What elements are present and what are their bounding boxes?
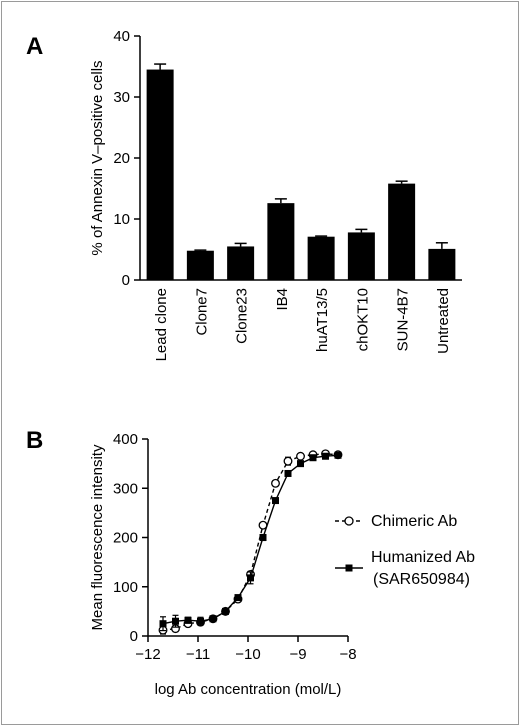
x-tick-label: SUN-4B7 <box>395 288 412 351</box>
bar <box>267 203 295 280</box>
data-point-chimeric <box>296 451 305 461</box>
data-point-humanized <box>259 534 267 541</box>
bar-chart-annexin: 0 10 20 30 40 % of Annexin V–positive cells Le… <box>89 28 462 361</box>
x-tick-label: −10 <box>235 646 260 663</box>
y-tick-label: 300 <box>113 480 138 497</box>
x-tick-label: chOKT10 <box>354 288 371 351</box>
line-chart-mfi: 0 100 200 300 400 −12 −11 −10 −9 −8 log Ab concent… <box>89 431 475 698</box>
y-tick-label: 200 <box>113 530 138 547</box>
y-tick-label: 20 <box>113 150 130 167</box>
x-tick-label: huAT13/5 <box>314 288 331 352</box>
legend-marker-chimeric <box>344 516 354 526</box>
data-point-humanized <box>322 452 329 460</box>
y-axis-title: Mean fluorescence intensity <box>89 444 106 630</box>
x-tick-label: −8 <box>339 646 356 663</box>
y-tick-label: 0 <box>122 272 130 289</box>
x-tick-label: Clone23 <box>234 288 251 344</box>
legend-label-humanized: Humanized Ab <box>371 549 475 566</box>
y-tick-label: 30 <box>113 89 130 106</box>
y-tick-label: 40 <box>113 28 130 45</box>
x-tick-label: −12 <box>135 646 160 663</box>
data-point-humanized <box>284 469 292 477</box>
panel-b-label: B <box>26 427 43 454</box>
humanized-curve <box>162 454 339 625</box>
data-point-humanized <box>272 497 279 505</box>
panel-a-label: A <box>26 33 43 60</box>
x-tick-label: Untreated <box>435 288 452 354</box>
x-axis-title: log Ab concentration (mol/L) <box>155 681 342 698</box>
bar <box>347 232 375 280</box>
data-point-humanized <box>209 615 217 623</box>
data-point-humanized <box>234 594 242 602</box>
data-point-humanized <box>184 616 192 624</box>
data-point-chimeric <box>271 478 280 488</box>
data-point-chimeric <box>283 456 293 466</box>
x-tick-label: Lead clone <box>153 288 170 361</box>
x-tick-label: −9 <box>289 646 306 663</box>
data-point-humanized <box>222 607 229 615</box>
y-tick-label: 400 <box>113 431 138 448</box>
bar <box>307 236 335 280</box>
chimeric-curve <box>162 453 339 631</box>
bar <box>227 246 255 280</box>
legend: Chimeric Ab Humanized Ab (SAR650984) <box>335 513 475 588</box>
data-point-humanized <box>159 620 167 628</box>
data-point-humanized <box>334 451 342 459</box>
bar <box>146 69 174 280</box>
data-point-humanized <box>297 460 304 468</box>
x-tick-label: Clone7 <box>193 288 210 336</box>
data-point-humanized <box>197 617 204 625</box>
data-point-humanized <box>172 617 179 625</box>
y-tick-label: 0 <box>130 628 138 645</box>
data-point-humanized <box>247 574 254 582</box>
bar <box>388 183 416 280</box>
legend-label-chimeric: Chimeric Ab <box>371 513 457 530</box>
x-tick-label: IB4 <box>274 288 291 311</box>
bar <box>186 250 214 280</box>
y-axis-title: % of Annexin V–positive cells <box>89 60 106 255</box>
y-tick-label: 10 <box>113 211 130 228</box>
bar <box>428 248 456 280</box>
data-point-humanized <box>309 454 317 462</box>
legend-marker-humanized <box>345 564 353 572</box>
legend-label-humanized-code: (SAR650984) <box>373 571 470 588</box>
y-tick-label: 100 <box>113 579 138 596</box>
x-tick-label: −11 <box>186 646 210 663</box>
